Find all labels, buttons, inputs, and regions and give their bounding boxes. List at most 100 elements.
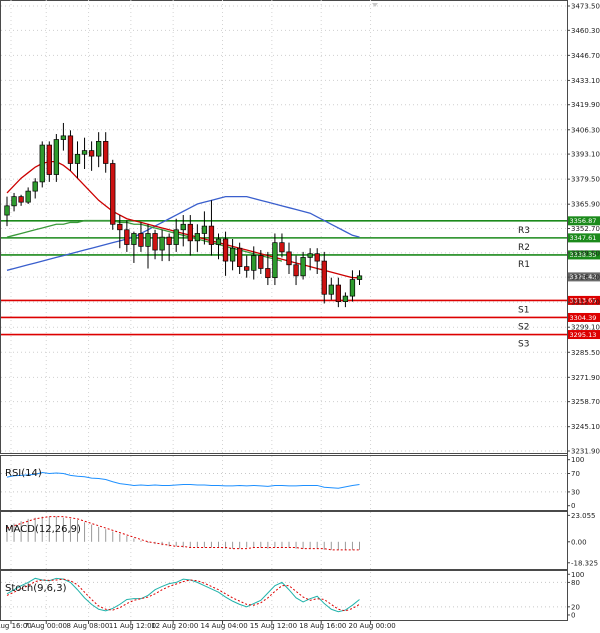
- candle: [131, 231, 137, 263]
- level-tag: [568, 250, 600, 260]
- chart-panes: [0, 0, 568, 621]
- candle: [286, 242, 292, 274]
- macd-tick-label: 0.00: [571, 538, 587, 546]
- macd-signal-line: [6, 516, 360, 551]
- candle-body-down: [138, 233, 144, 247]
- candle: [145, 224, 151, 269]
- candle: [117, 215, 123, 249]
- time-tick-label: 11 Aug 12:00: [109, 622, 156, 630]
- rsi-tick-label: 0: [571, 502, 575, 510]
- level-label: S1: [518, 305, 529, 315]
- level-tag-label: 3313.65: [570, 297, 597, 305]
- candle-body-down: [166, 236, 172, 245]
- pane-frame: [0, 511, 568, 570]
- stoch-tick-label: 100: [571, 571, 584, 579]
- candle: [39, 141, 45, 188]
- time-tick-label: 20 Aug 00:00: [349, 622, 396, 630]
- price-tick-label: 3285.50: [571, 349, 600, 357]
- candle-body-up: [272, 242, 278, 279]
- candle: [180, 215, 186, 247]
- macd-label: MACD(12,26,9): [5, 524, 81, 535]
- candle-body-down: [110, 163, 116, 225]
- level-tag-label: 3295.13: [570, 331, 597, 339]
- time-tick-label: 6 Aug 16:00: [0, 622, 32, 630]
- stoch-signal-line: [6, 578, 360, 612]
- candle: [328, 277, 334, 300]
- candle: [215, 233, 222, 260]
- candle-body-up: [229, 247, 236, 262]
- price-tick-label: 3406.30: [571, 126, 600, 134]
- candle-body-up: [39, 144, 45, 183]
- rsi-tick-label: 100: [571, 456, 584, 464]
- candle: [95, 132, 102, 168]
- candle-body-down: [67, 135, 74, 164]
- price-tick-label: 3326.30: [571, 274, 600, 282]
- candles: [4, 122, 363, 308]
- candle-body-up: [328, 284, 334, 295]
- level-tag-label: 3326.42: [570, 273, 597, 281]
- candle-body-down: [244, 266, 250, 271]
- price-tick-label: 3339.50: [571, 249, 600, 257]
- price-tick-label: 3352.70: [571, 225, 600, 233]
- rsi-tick-label: 70: [571, 470, 580, 478]
- ma-slow-line: [6, 195, 360, 271]
- price-tick-label: 3231.90: [571, 448, 600, 456]
- candle-body-down: [222, 238, 229, 262]
- candle: [88, 141, 95, 171]
- macd-tick-label: 23.055: [571, 512, 596, 520]
- candle: [208, 200, 215, 256]
- candle-body-up: [180, 223, 186, 231]
- candle-body-up: [194, 233, 201, 242]
- candle: [53, 134, 59, 182]
- stoch-tick-label: 0: [571, 611, 575, 619]
- stoch-tick-label: 20: [571, 603, 580, 611]
- candle: [244, 255, 250, 278]
- level-tag-label: 3304.39: [570, 314, 597, 322]
- candle-body-up: [74, 153, 81, 164]
- scroll-marker-icon[interactable]: [372, 3, 378, 7]
- candle: [229, 238, 236, 271]
- candle-body-down: [286, 251, 292, 266]
- candle-body-down: [335, 284, 341, 302]
- candle: [279, 233, 285, 258]
- rsi-line: [6, 472, 360, 489]
- level-tag: [568, 233, 600, 243]
- candle-body-down: [293, 264, 299, 277]
- candle: [81, 137, 88, 170]
- candle: [103, 132, 109, 173]
- candle-body-up: [60, 135, 67, 140]
- candle-body-down: [124, 229, 130, 245]
- candle: [60, 122, 67, 151]
- level-tag: [568, 330, 600, 340]
- candle-body-down: [18, 196, 24, 203]
- pane-frame: [0, 570, 568, 621]
- time-tick-label: 15 Aug 12:00: [250, 622, 297, 630]
- candle-body-down: [258, 255, 264, 269]
- price-tick-label: 3460.30: [571, 27, 600, 35]
- candle-body-down: [88, 150, 95, 157]
- candle: [272, 233, 278, 286]
- candle: [187, 215, 193, 256]
- time-tick-label: 14 Aug 04:00: [201, 622, 248, 630]
- price-tick-label: 3299.10: [571, 324, 600, 332]
- rsi-label: RSI(14): [5, 468, 42, 479]
- candle: [46, 141, 52, 182]
- candle: [110, 159, 116, 230]
- candle: [4, 196, 10, 227]
- candle: [173, 218, 179, 252]
- candle-body-up: [53, 139, 59, 175]
- candle-body-up: [201, 225, 208, 234]
- candle-body-down: [103, 141, 109, 164]
- stoch-tick-label: 80: [571, 579, 580, 587]
- candle: [265, 251, 271, 286]
- candle: [138, 222, 144, 252]
- candle-body-down: [321, 260, 327, 295]
- candle: [314, 248, 320, 274]
- candle-body-up: [251, 255, 257, 271]
- stoch-label: Stoch(9,6,3): [5, 583, 67, 594]
- candle-body-down: [237, 247, 243, 267]
- price-tick-label: 3433.10: [571, 77, 600, 85]
- candle-body-up: [300, 257, 306, 277]
